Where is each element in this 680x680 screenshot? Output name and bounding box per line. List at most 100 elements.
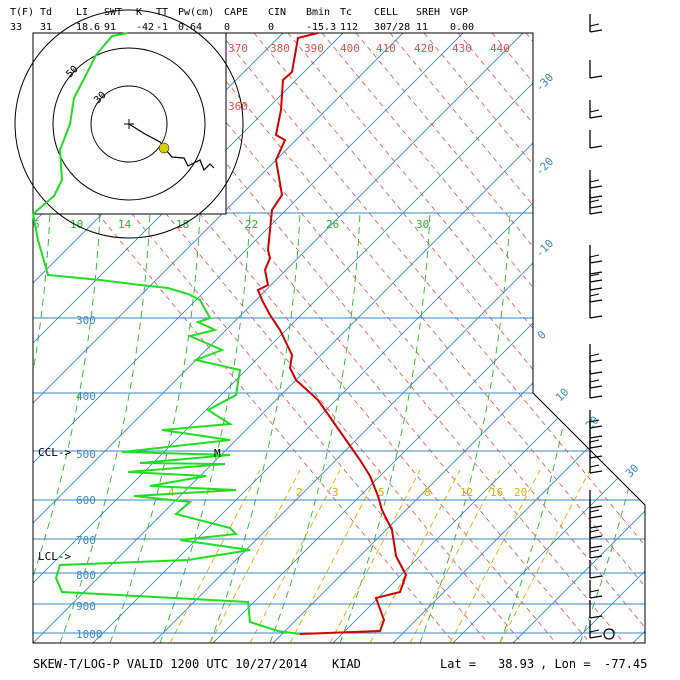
wind-barb-flag [589, 29, 603, 33]
theta-e-label: 30 [416, 218, 429, 231]
pressure-label: 500 [76, 448, 96, 461]
header-value: 91 [104, 22, 116, 33]
pressure-label: 400 [76, 390, 96, 403]
theta-label: 400 [340, 42, 360, 55]
dry-adiabat-line [559, 33, 645, 643]
header-label: CAPE [224, 7, 248, 18]
dry-adiabat-line [525, 33, 645, 643]
isotherm-label: -10 [533, 237, 556, 260]
wind-barb-flag [589, 515, 603, 519]
wind-barb-flag [589, 353, 600, 357]
isotherm-line [332, 33, 645, 643]
header-label: CIN [268, 7, 286, 18]
header-label: VGP [450, 7, 468, 18]
header-value: 11 [416, 22, 428, 33]
pressure-labels: 300 400 500 600 700 800 900 1000 [76, 314, 103, 641]
isotherm-line [392, 33, 645, 643]
lon-value: -77.45 [604, 657, 647, 671]
temperature-profile [256, 32, 408, 635]
header-label: TT [156, 7, 168, 18]
dry-adiabat-line [321, 33, 645, 643]
header-label: SWT [104, 7, 122, 18]
moist-adiabat-line [579, 212, 645, 643]
isotherm-line [33, 33, 524, 643]
moist-adiabat-line [419, 212, 511, 643]
isotherm-line [212, 33, 645, 643]
mixing-ratio-line [369, 469, 461, 643]
wind-barb-flag [589, 425, 603, 429]
wind-barb-flag [589, 109, 600, 113]
mixing-ratio-label: 4 [168, 486, 175, 499]
mixing-ratio-line [169, 469, 261, 643]
header-label: Bmin [306, 7, 330, 18]
hodograph-ring [90, 85, 168, 163]
wind-barb-flag [589, 273, 600, 277]
mixing-ratio-label: 5 [378, 486, 385, 499]
storm-motion-marker [158, 142, 170, 154]
header-label: LI [76, 7, 88, 18]
wind-barb-flag [589, 545, 603, 549]
header-value: -42 [136, 22, 154, 33]
mixing-ratio-line [329, 469, 421, 643]
wind-barb-flag [589, 435, 603, 439]
hodograph-ring [52, 47, 206, 201]
dry-adiabat-line [662, 33, 680, 660]
moist-adiabat-line [109, 212, 201, 643]
dry-adiabat-line [185, 33, 645, 643]
wind-barb-flag [589, 359, 603, 363]
isotherm-label: 20 [583, 414, 602, 433]
wind-barb-flag [589, 205, 603, 209]
wind-barb-flag [589, 315, 603, 319]
mixing-ratio-label: 2 [296, 486, 303, 499]
theta-e-label: 22 [245, 218, 258, 231]
wind-barb-flag [589, 555, 603, 559]
wind-barb-flag [589, 589, 600, 593]
dry-adiabat-line [491, 33, 645, 643]
header-label: SREH [416, 7, 440, 18]
lon-label: , Lon = [540, 657, 591, 671]
header-value: 0 [268, 22, 274, 33]
theta-label: 370 [228, 42, 248, 55]
theta-label: 410 [376, 42, 396, 55]
wind-barb-flag [589, 115, 603, 119]
moist-adiabats [33, 212, 645, 643]
dry-adiabat-line [389, 33, 645, 643]
dry-adiabat-line [627, 33, 645, 643]
header-indices: T(F)33Td31LI18.6SWT91K-42TT-1Pw(cm)0.64C… [10, 7, 474, 33]
mixing-ratio-label: 3 [332, 486, 339, 499]
wind-barb-flag [589, 509, 600, 513]
lat-value: 38.93 [498, 657, 534, 671]
dry-adiabat-line [457, 33, 645, 643]
wind-barb-flag [589, 575, 603, 579]
lcl-marker: LCL-> [38, 550, 71, 563]
wind-barb-flag [589, 254, 600, 258]
wind-barb-flag [589, 629, 600, 633]
isotherm-line [512, 33, 645, 643]
header-value: 0.00 [450, 22, 474, 33]
theta-e-label: 10 [70, 218, 83, 231]
wind-barb-flag [589, 505, 603, 509]
hodograph-trace [128, 123, 215, 172]
theta-label: 430 [452, 42, 472, 55]
wind-barb-flag [589, 529, 600, 533]
header-value: -15.3 [306, 22, 336, 33]
mixing-ratio-label: 20 [514, 486, 527, 499]
wind-barb-flag [589, 179, 600, 183]
mixing-ratio-label: 12 [460, 486, 473, 499]
wind-barb-flag [589, 385, 603, 389]
wind-barb-flag [589, 287, 603, 291]
wind-barb-flag [589, 75, 603, 79]
ccl-marker: CCL-> [38, 446, 71, 459]
wind-barb-flag [589, 279, 603, 283]
isotherm-labels: -30 -20 -10 0 10 20 30 [533, 71, 642, 480]
wind-barb-flag [589, 195, 603, 199]
mixing-ratio-lines [169, 469, 591, 643]
wind-barb-flag [589, 439, 600, 443]
wind-barb-flag [589, 445, 603, 449]
header-label: Tc [340, 7, 352, 18]
theta-e-label: 26 [326, 218, 339, 231]
wind-barb-flag [589, 185, 603, 189]
wind-barb-flag [589, 299, 603, 303]
dry-adiabat-line [593, 33, 645, 643]
